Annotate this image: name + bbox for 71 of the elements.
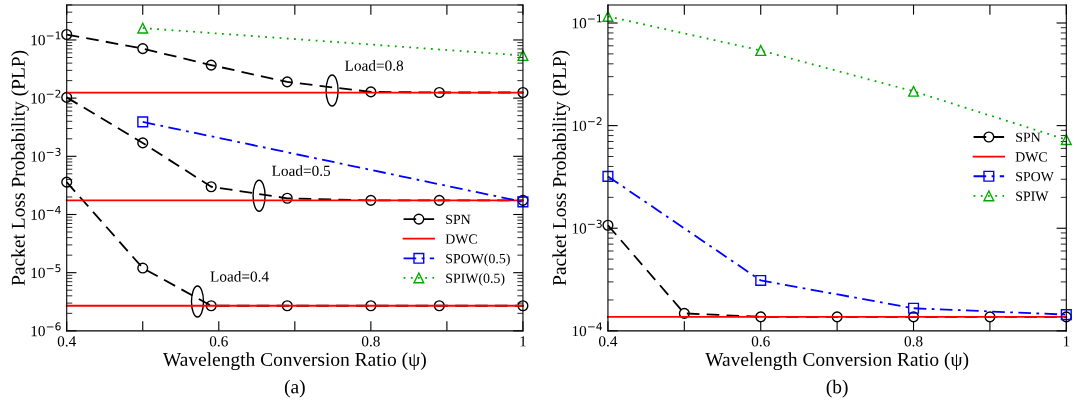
text: (b) <box>826 379 848 398</box>
point <box>984 311 996 323</box>
point <box>602 170 614 182</box>
x-tick-label: 0.4 <box>598 336 618 347</box>
point <box>602 10 614 22</box>
x-tick-label: 0.4 <box>57 336 77 347</box>
point <box>281 76 293 88</box>
y-tick-label: 10$^{−3}$ <box>31 147 61 162</box>
point <box>61 91 73 103</box>
x-tick-label: 0.6 <box>751 336 770 347</box>
legend-label: SPIW <box>1016 191 1049 201</box>
point <box>907 85 920 97</box>
point <box>433 86 445 99</box>
point <box>205 300 217 312</box>
point <box>517 86 529 99</box>
point <box>517 49 529 62</box>
point <box>831 311 843 323</box>
annotation: Load=0.5 <box>272 165 331 177</box>
y-axis-title: Packet Loss Probability (PLP) <box>11 50 29 286</box>
x-axis-title: Wavelength Conversion Ratio (ψ) <box>705 352 969 371</box>
annotation: Load=0.4 <box>210 270 269 282</box>
legend-label: SPOW(0.5) <box>446 253 510 267</box>
legend-label: SPOW <box>1016 171 1054 182</box>
y-tick-label: 10$^{−1}$ <box>31 31 61 46</box>
point <box>907 302 920 314</box>
point <box>205 59 217 71</box>
x-tick-label: 0.8 <box>904 336 923 347</box>
point <box>907 311 920 323</box>
legend-label: DWC <box>1015 152 1047 162</box>
legend-label: SPN <box>1016 132 1041 142</box>
text: (a) <box>284 379 305 398</box>
x-tick-label: 1 <box>520 336 526 347</box>
point <box>602 219 614 231</box>
point <box>755 274 767 286</box>
y-axis-title: Packet Loss Probability (PLP) <box>552 50 571 286</box>
point <box>517 300 529 312</box>
point <box>137 43 149 55</box>
y-tick-label: 10$^{−1}$ <box>572 14 602 29</box>
point <box>365 300 377 312</box>
point <box>678 307 690 319</box>
y-tick-label: 10$^{−6}$ <box>31 322 61 337</box>
x-tick-label: 0.8 <box>361 336 380 347</box>
legend-label: DWC <box>445 234 477 244</box>
point <box>137 22 149 34</box>
point <box>61 28 73 41</box>
x-axis-title: Wavelength Conversion Ratio (ψ) <box>162 352 426 371</box>
y-tick-label: 10$^{−3}$ <box>572 219 602 234</box>
point <box>137 116 149 128</box>
y-tick-label: 10$^{−5}$ <box>31 264 61 279</box>
legend-label: SPIW(0.5) <box>446 273 505 286</box>
point <box>365 86 377 98</box>
y-tick-label: 10$^{−4}$ <box>31 206 61 220</box>
point <box>281 300 293 312</box>
point <box>433 300 445 312</box>
point <box>755 311 767 323</box>
point <box>365 194 377 206</box>
point <box>755 44 767 57</box>
point <box>433 194 445 206</box>
y-tick-label: 10$^{−2}$ <box>31 89 61 104</box>
point <box>137 137 149 149</box>
point <box>205 181 217 193</box>
x-tick-label: 0.6 <box>209 336 228 347</box>
point <box>137 262 149 274</box>
legend-label: SPN <box>446 214 471 225</box>
point <box>61 176 73 188</box>
annotation: Load=0.8 <box>345 60 404 71</box>
y-tick-label: 10$^{−4}$ <box>572 322 603 337</box>
point <box>1060 134 1072 146</box>
y-tick-label: 10$^{−2}$ <box>572 117 602 132</box>
point <box>281 192 293 204</box>
x-tick-label: 1 <box>1063 336 1070 347</box>
